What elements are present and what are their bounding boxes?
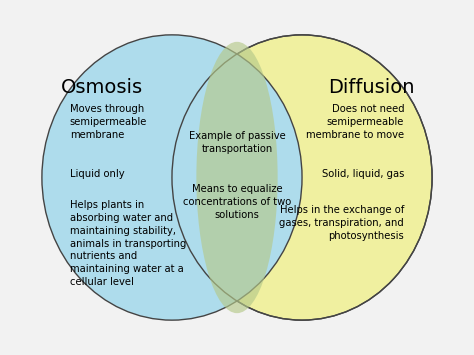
Text: Does not need
semipermeable
membrane to move: Does not need semipermeable membrane to … [306, 104, 404, 140]
Text: Example of passive
transportation: Example of passive transportation [189, 131, 285, 154]
Text: Solid, liquid, gas: Solid, liquid, gas [322, 169, 404, 179]
Ellipse shape [172, 35, 432, 320]
Ellipse shape [196, 42, 278, 313]
Text: Means to equalize
concentrations of two
solutions: Means to equalize concentrations of two … [183, 184, 291, 220]
Text: Helps in the exchange of
gases, transpiration, and
photosynthesis: Helps in the exchange of gases, transpir… [280, 205, 404, 241]
Text: Helps plants in
absorbing water and
maintaining stability,
animals in transporti: Helps plants in absorbing water and main… [70, 200, 186, 287]
Text: Osmosis: Osmosis [61, 77, 143, 97]
Text: Diffusion: Diffusion [328, 77, 415, 97]
Ellipse shape [42, 35, 302, 320]
Text: Moves through
semipermeable
membrane: Moves through semipermeable membrane [70, 104, 147, 140]
Text: Liquid only: Liquid only [70, 169, 124, 179]
